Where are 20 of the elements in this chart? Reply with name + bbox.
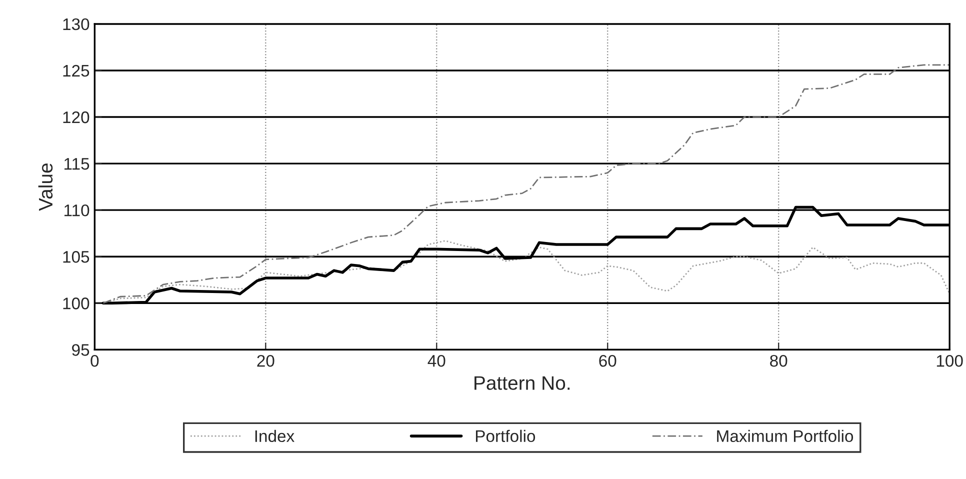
legend-label: Maximum Portfolio: [717, 430, 854, 442]
y-axis-title: Value: [38, 164, 53, 211]
x-tick-label: 20: [257, 354, 274, 367]
y-tick-label: 130: [63, 18, 90, 30]
y-tick-label: 105: [63, 251, 90, 263]
line-series: [102, 64, 950, 304]
x-tick-label: 40: [428, 354, 446, 367]
y-tick-label: 95: [72, 344, 90, 356]
legend-label: Index: [255, 430, 294, 442]
x-tick-label: 60: [599, 354, 616, 367]
x-tick-label: 80: [770, 354, 788, 367]
y-tick-label: 100: [63, 298, 90, 310]
y-tick-label: 110: [64, 204, 90, 216]
y-tick-label: 115: [64, 158, 90, 170]
x-tick-label: 100: [936, 354, 963, 367]
y-tick-label: 120: [63, 111, 90, 124]
x-axis-title: Pattern No.: [474, 376, 570, 390]
y-tick-label: 125: [63, 64, 90, 77]
x-tick-label: 0: [90, 354, 99, 367]
legend-label: Portfolio: [476, 430, 536, 442]
